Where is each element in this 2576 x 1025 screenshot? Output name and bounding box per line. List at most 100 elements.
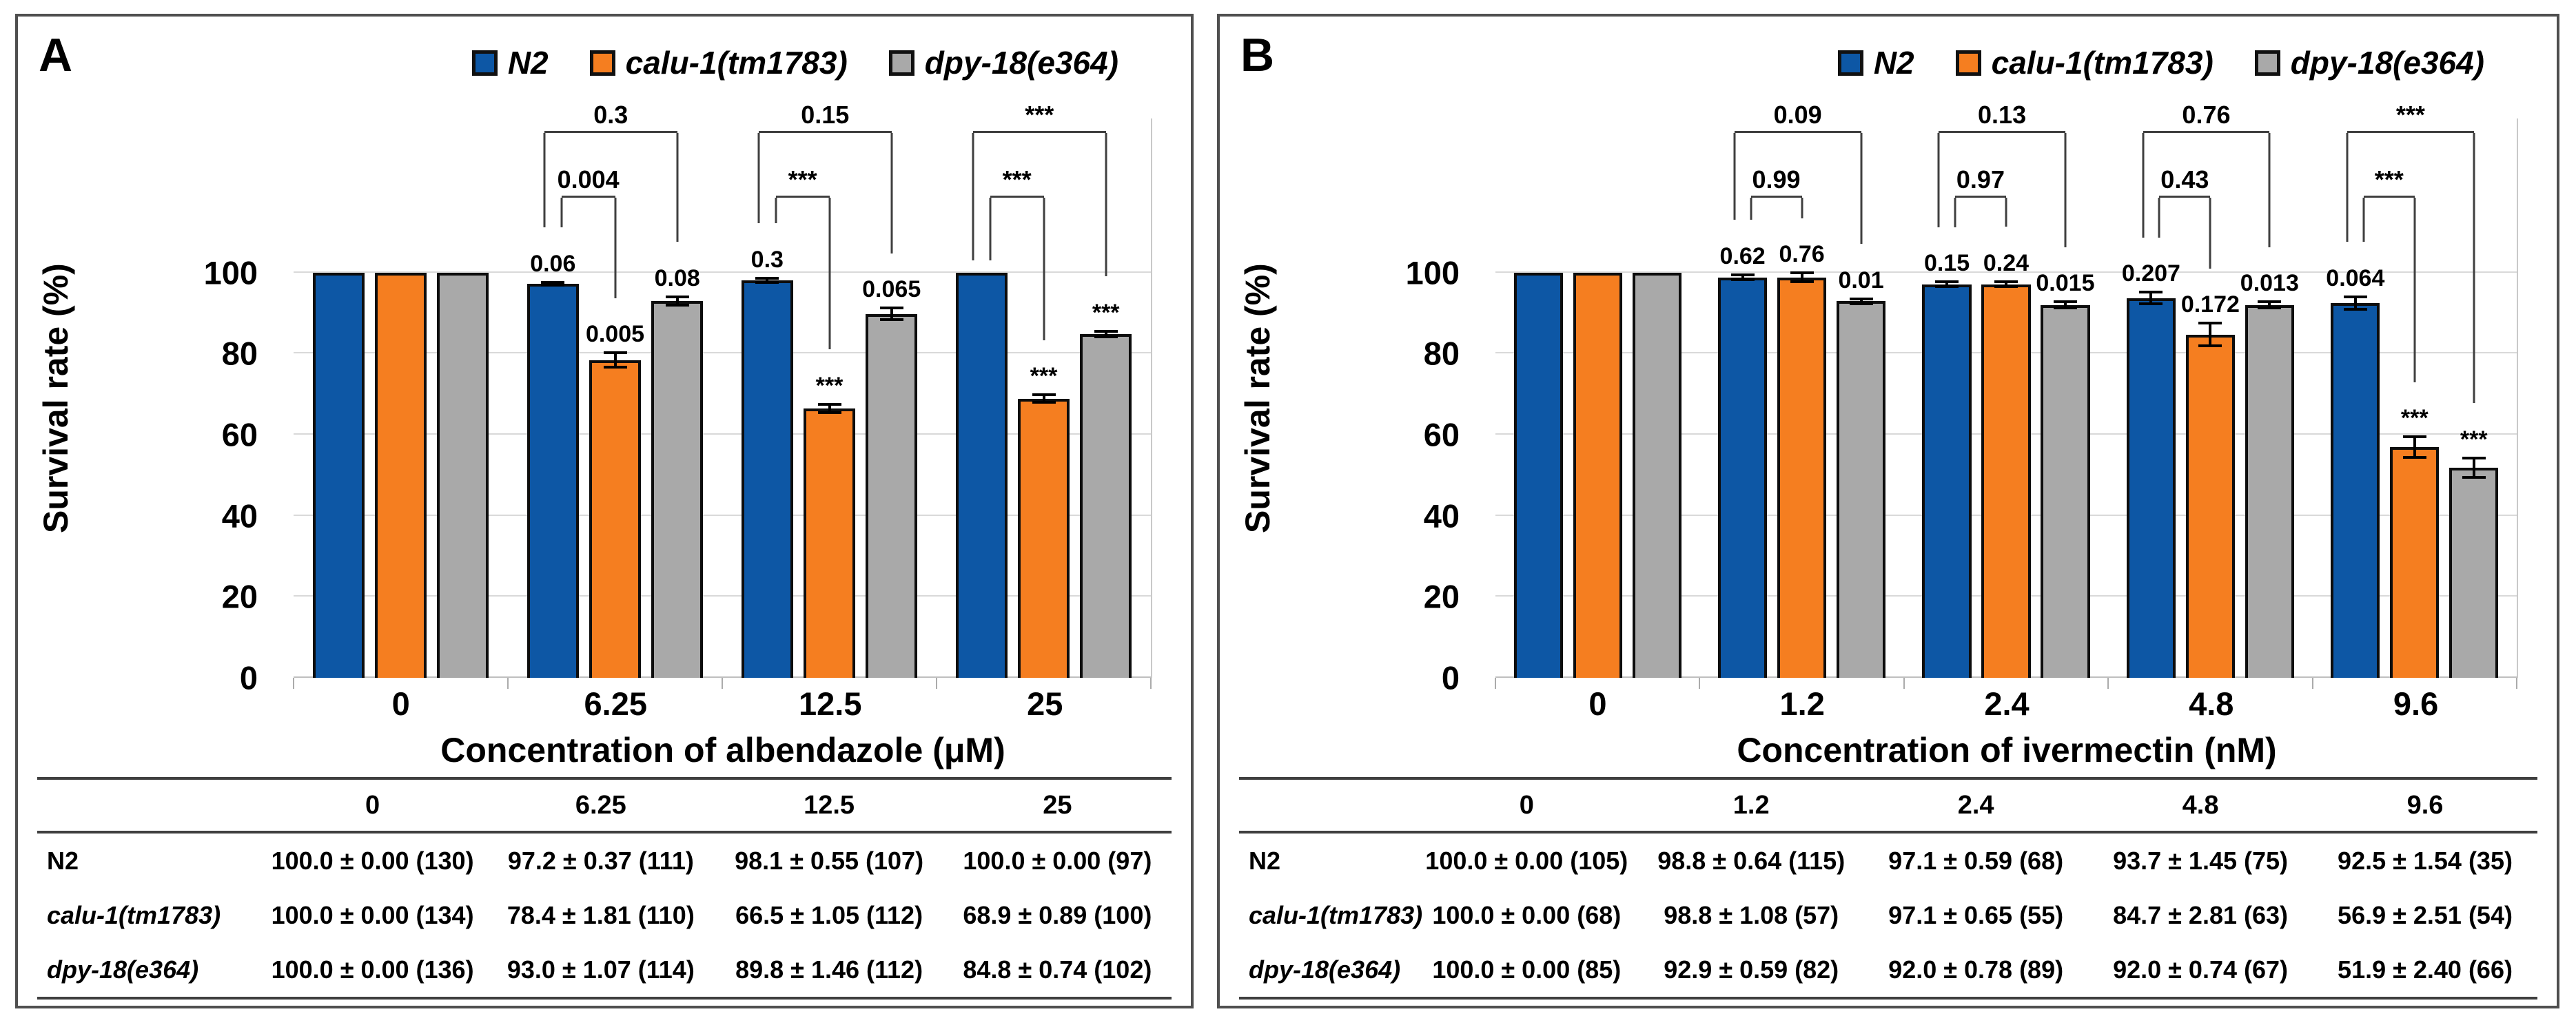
error-bar-cap-bottom: [2258, 307, 2282, 310]
bar-calu-1-tm1783-2-4: [1981, 284, 2031, 678]
significance-bracket-6-25-inner-label: 0.004: [557, 165, 620, 194]
error-bar: [1859, 298, 1863, 304]
gridline-0: [294, 676, 1151, 678]
error-bar: [2472, 457, 2475, 477]
legend-swatch-icon-n2: [471, 50, 498, 76]
p-value-label-calu-1-tm1783-6-25: 0.005: [585, 321, 645, 348]
legend-label-calu-1-tm1783: calu-1(tm1783): [1991, 45, 2214, 81]
y-tick-label-60: 60: [1423, 416, 1460, 453]
error-bar: [766, 278, 769, 283]
significance-bracket-25-inner-right-leg: [1043, 197, 1045, 340]
error-bar-cap-bottom: [2053, 307, 2077, 310]
p-value-label-dpy-18-e364-4-8: 0.013: [2240, 270, 2299, 297]
p-value-label-dpy-18-e364-6-25: 0.08: [654, 265, 700, 291]
x-axis-boundary-tick: [1903, 678, 1905, 689]
error-bar: [2353, 296, 2357, 309]
y-tick-label-100: 100: [203, 254, 258, 291]
error-bar-cap-top: [541, 280, 565, 284]
bar-calu-1-tm1783-4-8: [2185, 334, 2235, 678]
significance-bracket-1-2-outer-right-leg: [1860, 132, 1863, 245]
error-bar-cap-top: [2343, 295, 2367, 298]
x-axis-boundary-tick: [1699, 678, 1701, 689]
y-tick-label-80: 80: [1423, 335, 1460, 372]
legend-swatch-icon-calu-1-tm1783: [589, 50, 615, 76]
error-bar-cap-bottom: [1094, 335, 1118, 339]
bar-dpy-18-e364-0: [1632, 272, 1681, 678]
table-row-dpy-18-e364: dpy-18(e364) 100.0 ± 0.00 (136) 93.0 ± 1.0…: [37, 942, 1172, 998]
significance-bracket-9-6-outer-right-leg: [2473, 132, 2475, 404]
legend-item-dpy-18-e364: dpy-18(e364): [888, 47, 1118, 79]
table-header-cell-4-8: 4.8: [2088, 778, 2313, 834]
significance-bracket-4-8-inner-left-leg: [2158, 197, 2160, 238]
x-tick-label-0: 0: [391, 685, 410, 722]
table-header-cell-empty: [1239, 778, 1415, 834]
table-cell-n2-9-6: 92.5 ± 1.54 (35): [2338, 846, 2513, 875]
table-cell-calu-1-tm1783-25: 68.9 ± 0.89 (100): [963, 900, 1152, 929]
p-value-label-dpy-18-e364-2-4: 0.015: [2036, 270, 2095, 297]
p-value-label-calu-1-tm1783-2-4: 0.24: [1983, 249, 2030, 276]
significance-bracket-2-4-outer-label: 0.13: [1978, 100, 2027, 129]
category-group-12-5: 0.3 *** 0.065: [722, 118, 937, 678]
bar-calu-1-tm1783-25: [1018, 398, 1070, 678]
table-cell-n2-4-8: 93.7 ± 1.45 (75): [2113, 846, 2289, 875]
panel-b-letter: B: [1240, 29, 1275, 81]
x-axis-boundary-tick: [936, 678, 937, 689]
error-bar-cap-bottom: [879, 318, 903, 322]
y-tick-label-100: 100: [1405, 254, 1460, 291]
data-table: 0 6.25 12.5 25 N2 100.0 ± 0.00 (130) 97.2 ± 0.…: [37, 777, 1172, 1000]
significance-bracket-25-inner-label: ***: [1002, 165, 1032, 194]
error-bar-cap-top: [879, 307, 903, 310]
x-axis-boundary-tick: [1495, 678, 1496, 689]
x-tick-label-0: 0: [1588, 685, 1607, 722]
error-bar-cap-bottom: [1849, 302, 1873, 305]
significance-bracket-2-4-outer-left-leg: [1937, 132, 1940, 227]
error-bar: [2413, 437, 2416, 457]
significance-bracket-4-8-inner-label: 0.43: [2160, 165, 2209, 194]
significance-bracket-2-4-inner-left-leg: [1954, 197, 1956, 227]
significance-bracket-1-2-outer: [1734, 130, 1861, 133]
panel-b-legend: N2 calu-1(tm1783) dpy-18(e364): [1837, 45, 2484, 81]
y-axis-ticks: 0 20 40 60 80 100: [1220, 118, 1476, 694]
table-cell-dpy-18-e364-25: 84.8 ± 0.74 (102): [963, 955, 1152, 984]
error-bar-cap-bottom: [2198, 344, 2222, 348]
significance-bracket-12-5-outer: [758, 130, 892, 133]
error-bar: [2268, 302, 2271, 309]
significance-bracket-4-8-inner-right-leg: [2209, 197, 2211, 269]
error-bar: [1104, 331, 1107, 338]
significance-bracket-6-25-outer-right-leg: [676, 132, 679, 242]
table-header-cell-0: 0: [1414, 778, 1639, 834]
error-bar: [2004, 281, 2007, 287]
significance-bracket-6-25-inner-right-leg: [614, 197, 616, 298]
table-cell-dpy-18-e364-4-8: 92.0 ± 0.74 (67): [2113, 955, 2289, 984]
gridline-100: [294, 271, 1151, 273]
p-value-label-dpy-18-e364-1-2: 0.01: [1838, 267, 1884, 293]
y-tick-label-40: 40: [1423, 497, 1460, 535]
significance-bracket-9-6-inner-left-leg: [2362, 197, 2365, 242]
significance-bracket-2-4-inner-right-leg: [2005, 197, 2007, 227]
significance-bracket-12-5-inner-left-leg: [775, 197, 777, 224]
table-header-row: 0 6.25 12.5 25: [37, 778, 1172, 834]
error-bar-cap-top: [1032, 393, 1056, 397]
significance-bracket-2-4-outer: [1939, 130, 2065, 133]
y-tick-label-40: 40: [221, 497, 258, 535]
gridline-60: [294, 433, 1151, 435]
error-bar-cap-bottom: [2402, 455, 2426, 459]
significance-bracket-25-inner-left-leg: [989, 197, 992, 260]
table-cell-calu-1-tm1783-12-5: 66.5 ± 1.05 (112): [735, 900, 923, 929]
significance-bracket-12-5-inner-label: ***: [788, 165, 817, 194]
significance-bracket-25-outer-left-leg: [972, 132, 974, 260]
panel-a: A N2 calu-1(tm1783) dpy-18(e364) Survival …: [15, 14, 1194, 1008]
table-cell-n2-1-2: 98.8 ± 0.64 (115): [1657, 846, 1846, 875]
category-group-1-2: 0.62 0.76 0.01: [1699, 118, 1903, 678]
significance-bracket-12-5-inner: [775, 195, 830, 198]
category-group-4-8: 0.207 0.172 0.013: [2108, 118, 2312, 678]
table-cell-n2-2-4: 97.1 ± 0.59 (68): [1888, 846, 2064, 875]
y-tick-label-0: 0: [1441, 659, 1460, 696]
significance-bracket-9-6-inner-label: ***: [2374, 165, 2404, 194]
error-bar: [2149, 292, 2153, 304]
table-cell-n2-12-5: 98.1 ± 0.55 (107): [735, 846, 924, 875]
table-body: N2 100.0 ± 0.00 (105) 98.8 ± 0.64 (115) 97.…: [1239, 832, 2537, 998]
x-tick-label-9-6: 9.6: [2393, 685, 2439, 722]
bar-n2-6-25: [527, 284, 579, 678]
